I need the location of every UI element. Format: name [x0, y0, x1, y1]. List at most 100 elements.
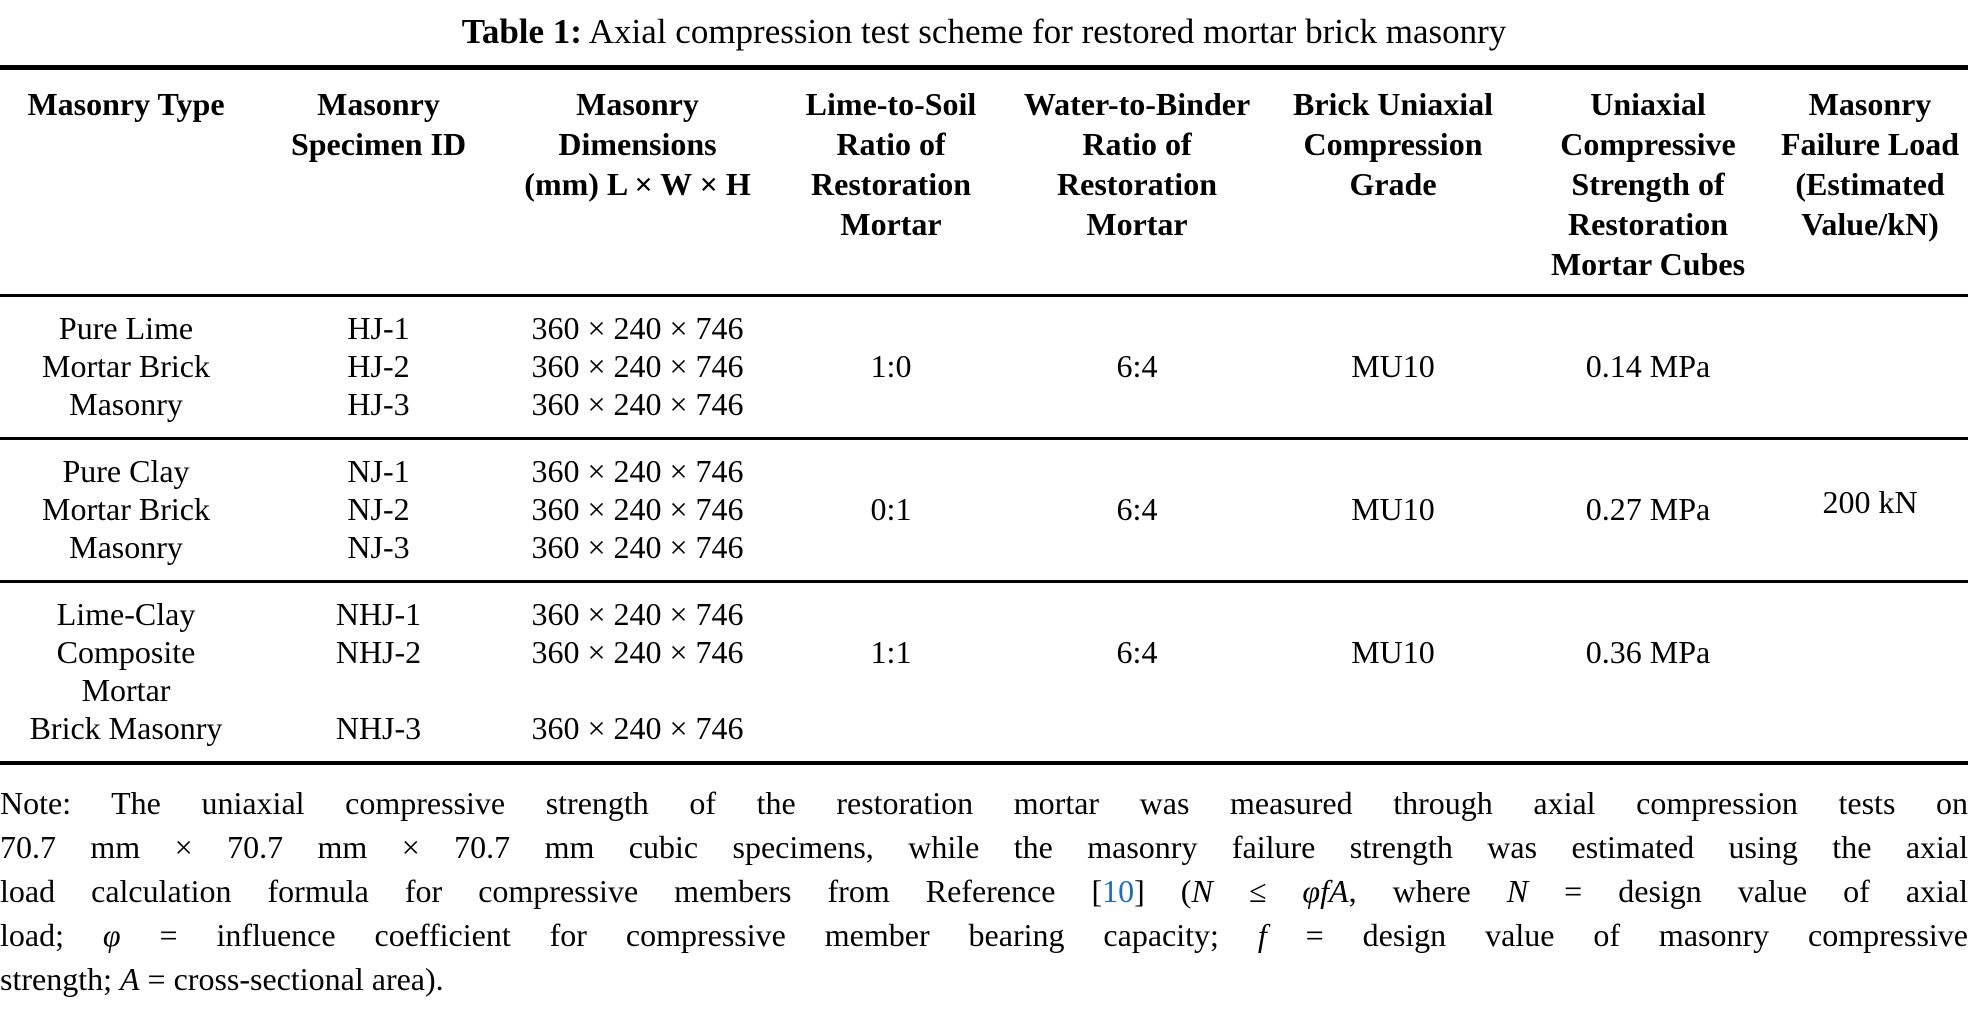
cell-specimen-id: NJ-3	[347, 529, 410, 565]
cell-empty	[1262, 671, 1524, 709]
cell-dimensions: 360 × 240 × 746	[531, 596, 744, 632]
cell-empty	[1524, 439, 1772, 491]
column-header-mortar-strength: Uniaxial Compressive Strength of Restora…	[1524, 67, 1772, 297]
column-header-masonry-type: Masonry Type	[0, 67, 252, 297]
cell-dimensions: 360 × 240 × 746	[531, 529, 744, 565]
citation-link-10[interactable]: 10	[1102, 873, 1135, 909]
cell-empty	[1524, 582, 1772, 634]
note-text: = cross-sectional area).	[139, 961, 444, 997]
table-group-pure-lime: Pure Lime HJ-1 360 × 240 × 746 Mortar Br…	[0, 296, 1968, 439]
cell-specimen-id: NHJ-2	[335, 634, 422, 670]
cell-dimensions: 360 × 240 × 746	[531, 634, 744, 670]
cell-empty	[1524, 296, 1772, 348]
cell-empty	[770, 439, 1012, 491]
cell-empty	[1012, 296, 1262, 348]
column-header-failure-load: Masonry Failure Load (Estimated Value/kN…	[1772, 67, 1968, 297]
note-line: 70.7 mm × 70.7 mm × 70.7 mm cubic specim…	[0, 825, 1968, 869]
cell-lime-to-soil-ratio: 0:1	[870, 491, 912, 527]
cell-masonry-type: Pure Clay	[62, 453, 190, 489]
table-row: Pure Lime HJ-1 360 × 240 × 746	[0, 296, 1968, 348]
cell-dimensions: 360 × 240 × 746	[531, 310, 744, 346]
cell-masonry-type: Mortar	[81, 672, 171, 708]
cell-empty	[770, 385, 1012, 439]
table-row: Brick Masonry NHJ-3 360 × 240 × 746	[0, 709, 1968, 763]
cell-brick-grade: MU10	[1351, 348, 1435, 384]
cell-empty	[1262, 528, 1524, 582]
table-row: Composite NHJ-2 360 × 240 × 746 1:1 6:4 …	[0, 633, 1968, 671]
table-row: Mortar Brick HJ-2 360 × 240 × 746 1:0 6:…	[0, 347, 1968, 385]
math-variable: f	[1257, 917, 1267, 953]
note-text: Note: The uniaxial compressive strength …	[0, 785, 1968, 821]
cell-lime-to-soil-ratio: 1:1	[870, 634, 912, 670]
cell-dimensions: 360 × 240 × 746	[531, 453, 744, 489]
cell-empty	[1012, 385, 1262, 439]
cell-brick-grade: MU10	[1351, 491, 1435, 527]
cell-lime-to-soil-ratio: 1:0	[870, 348, 912, 384]
header-row: Masonry Type Masonry Specimen ID Masonry…	[0, 67, 1968, 297]
cell-masonry-type: Pure Lime	[58, 310, 194, 346]
cell-dimensions: 360 × 240 × 746	[531, 348, 744, 384]
cell-empty	[1772, 582, 1968, 764]
cell-masonry-type: Masonry	[69, 386, 183, 422]
cell-empty	[1012, 709, 1262, 763]
note-text: load calculation formula for compressive…	[0, 873, 1103, 909]
cell-masonry-type: Composite	[56, 634, 196, 670]
cell-empty	[1524, 385, 1772, 439]
note-line: load calculation formula for compressive…	[0, 869, 1968, 913]
cell-masonry-type: Mortar Brick	[42, 491, 210, 527]
cell-mortar-strength: 0.14 MPa	[1585, 348, 1711, 384]
math-variable: φ	[102, 917, 121, 953]
math-variable: N	[1191, 873, 1213, 909]
column-header-water-to-binder-ratio: Water-to-Binder Ratio of Restoration Mor…	[1012, 67, 1262, 297]
axial-compression-test-table: Masonry Type Masonry Specimen ID Masonry…	[0, 65, 1968, 765]
table-group-pure-clay: Pure Clay NJ-1 360 × 240 × 746 200 kN Mo…	[0, 438, 1968, 582]
cell-dimensions: 360 × 240 × 746	[531, 710, 744, 746]
cell-empty	[770, 528, 1012, 582]
note-text: = influence coefficient for compressive …	[120, 917, 1258, 953]
table-note: Note: The uniaxial compressive strength …	[0, 781, 1968, 1001]
cell-empty	[1012, 671, 1262, 709]
cell-specimen-id: NJ-2	[347, 491, 410, 527]
cell-empty	[1262, 296, 1524, 348]
cell-empty	[1012, 439, 1262, 491]
column-header-brick-grade: Brick Uniaxial Compression Grade	[1262, 67, 1524, 297]
cell-specimen-id: NHJ-1	[335, 596, 422, 632]
cell-specimen-id: NJ-1	[347, 453, 410, 489]
cell-empty	[1524, 671, 1772, 709]
math-variable: A	[119, 961, 140, 997]
cell-specimen-id: HJ-1	[347, 310, 410, 346]
note-text: = design value of axial	[1528, 873, 1968, 909]
cell-empty	[1262, 385, 1524, 439]
cell-empty	[1262, 582, 1524, 634]
cell-specimen-id: NHJ-3	[335, 710, 422, 746]
cell-empty	[1262, 439, 1524, 491]
caption-text: Axial compression test scheme for restor…	[588, 12, 1507, 51]
cell-empty	[1524, 709, 1772, 763]
table-caption: Table 1: Axial compression test scheme f…	[0, 0, 1968, 52]
math-variable: N	[1506, 873, 1529, 909]
cell-masonry-type: Masonry	[69, 529, 183, 565]
table-row: Masonry NJ-3 360 × 240 × 746	[0, 528, 1968, 582]
cell-masonry-type: Brick Masonry	[29, 710, 223, 746]
table-row: Lime-Clay NHJ-1 360 × 240 × 746	[0, 582, 1968, 634]
note-text: 70.7 mm × 70.7 mm × 70.7 mm cubic specim…	[0, 829, 1968, 865]
note-text: ] (	[1134, 873, 1192, 909]
cell-water-to-binder-ratio: 6:4	[1116, 491, 1158, 527]
cell-specimen-id	[252, 671, 505, 709]
table-group-lime-clay-composite: Lime-Clay NHJ-1 360 × 240 × 746 Composit…	[0, 581, 1968, 764]
cell-dimensions: 360 × 240 × 746	[531, 491, 744, 527]
column-header-specimen-id: Masonry Specimen ID	[252, 67, 505, 297]
cell-empty	[770, 582, 1012, 634]
cell-mortar-strength: 0.36 MPa	[1585, 634, 1711, 670]
column-header-dimensions: Masonry Dimensions (mm) L × W × H	[505, 67, 770, 297]
cell-specimen-id: HJ-3	[347, 386, 410, 422]
table-row: Masonry HJ-3 360 × 240 × 746	[0, 385, 1968, 439]
table-row: Mortar	[0, 671, 1968, 709]
cell-empty	[1262, 709, 1524, 763]
cell-water-to-binder-ratio: 6:4	[1116, 634, 1158, 670]
note-text: , where	[1348, 873, 1507, 909]
cell-specimen-id: HJ-2	[347, 348, 410, 384]
cell-empty	[770, 709, 1012, 763]
math-variable: φfA	[1302, 873, 1349, 909]
note-text: strength;	[0, 961, 120, 997]
